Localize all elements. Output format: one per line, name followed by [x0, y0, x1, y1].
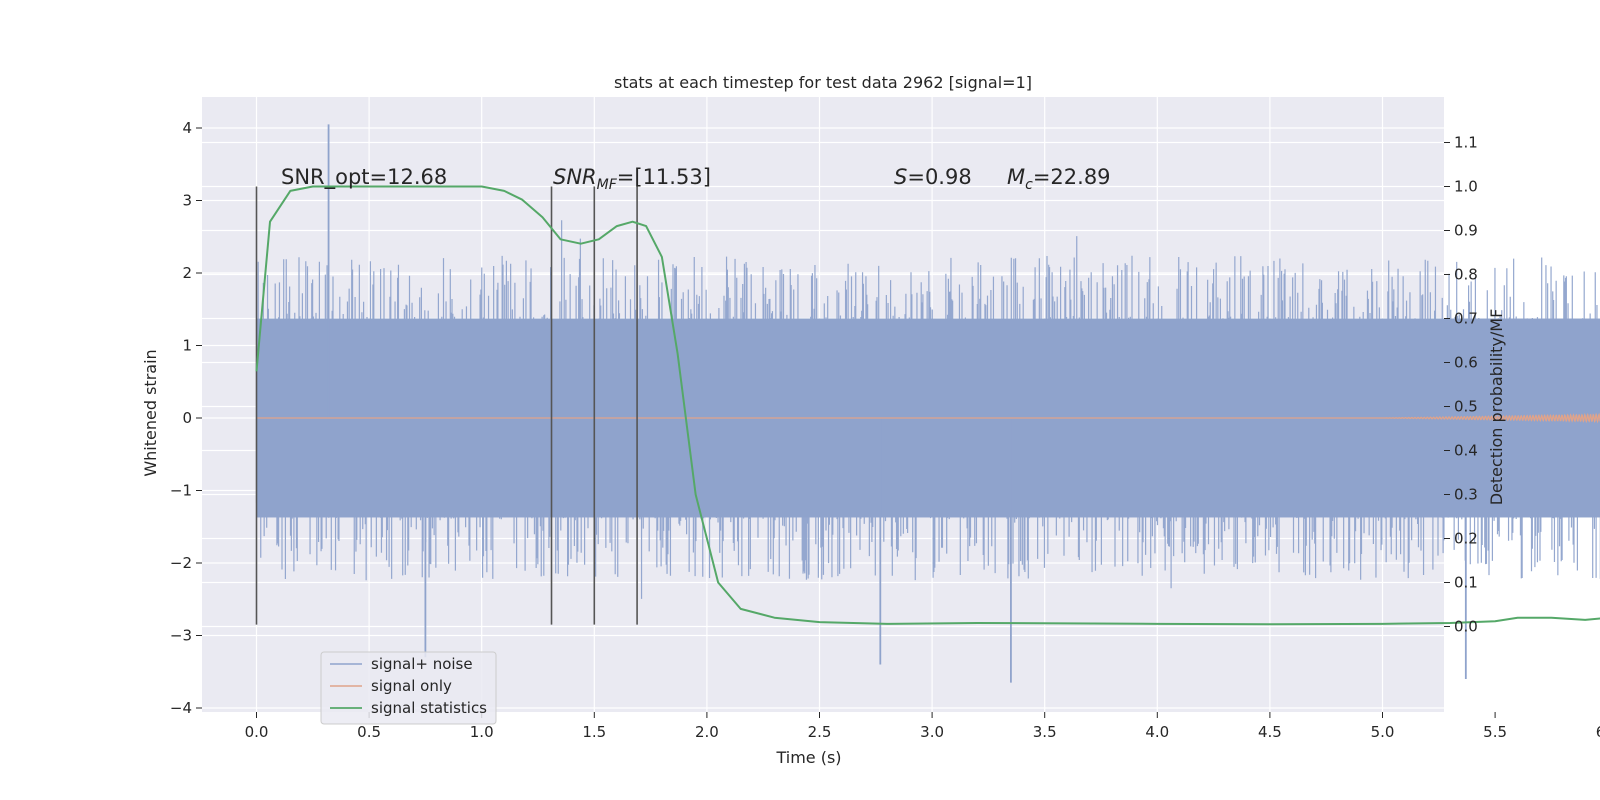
y-tick-label: −3: [170, 627, 192, 645]
mc-subscript: c: [1025, 177, 1033, 193]
x-tick-label: 4.5: [1258, 723, 1282, 741]
snr-mf-label: SNR: [553, 165, 597, 189]
y-tick-label: 3: [182, 192, 192, 210]
y2-tick-label: 0.9: [1454, 222, 1478, 240]
legend: signal+ noise signal only signal statist…: [320, 651, 497, 725]
y2-axis-label: Detection probability/MF: [1487, 309, 1506, 506]
mc-value: =22.89: [1033, 165, 1111, 189]
signal-trace: [256, 412, 1600, 424]
y2-tick-label: 0.4: [1454, 442, 1478, 460]
y2-tick-label: 1.0: [1454, 178, 1478, 196]
s-value: =0.98: [907, 165, 971, 189]
legend-label-noise: signal+ noise: [371, 655, 473, 673]
vertical-markers: [255, 186, 638, 625]
y-tick-label: 2: [182, 264, 192, 282]
x-tick-label: 1.5: [582, 723, 606, 741]
y2-tick-label: 0.7: [1454, 310, 1478, 328]
snr-opt-annotation: SNR_opt=12.68: [281, 165, 447, 190]
mc-annotation: Mc=22.89: [1007, 165, 1111, 193]
stats-trace: [255, 185, 1600, 626]
x-tick-label: 4.0: [1145, 723, 1169, 741]
s-annotation: S=0.98: [894, 165, 972, 189]
y2-tick-label: 1.1: [1454, 134, 1478, 152]
y-tick-label: −4: [170, 699, 192, 717]
signal-only-series: [256, 412, 1600, 424]
x-tick-label: 6.0: [1596, 723, 1600, 741]
y2-tick-label: 0.8: [1454, 266, 1478, 284]
x-tick-label: 3.0: [920, 723, 944, 741]
x-axis-label: Time (s): [775, 748, 841, 767]
x-tick-label: 2.0: [695, 723, 719, 741]
y-tick-label: −1: [170, 482, 192, 500]
x-tick-label: 0.0: [245, 723, 269, 741]
legend-label-signal: signal only: [371, 677, 452, 695]
snr-mf-value: =[11.53]: [617, 165, 711, 189]
y2-tick-label: 0.5: [1454, 398, 1478, 416]
snr-mf-subscript: MF: [597, 177, 618, 193]
x-tick-label: 2.5: [808, 723, 832, 741]
x-tick-label: 5.0: [1371, 723, 1395, 741]
y-tick-label: −2: [170, 554, 192, 572]
snr-mf-annotation: SNRMF=[11.53]: [553, 165, 711, 193]
chart-title: stats at each timestep for test data 296…: [614, 73, 1032, 92]
y-tick-label: 4: [182, 119, 192, 137]
y-axis-ticks: 4 3 2 1 0 −1 −2 −3 −4: [170, 119, 202, 717]
y2-tick-label: 0.3: [1454, 486, 1478, 504]
x-tick-label: 1.0: [470, 723, 494, 741]
y2-tick-label: 0.6: [1454, 354, 1478, 372]
y-tick-label: 1: [182, 337, 192, 355]
signal-statistics-series: [255, 185, 1600, 626]
x-tick-label: 3.5: [1033, 723, 1057, 741]
s-label: S: [894, 165, 907, 189]
x-tick-label: 0.5: [357, 723, 381, 741]
x-tick-label: 5.5: [1483, 723, 1507, 741]
x-axis-ticks: 0.00.51.01.52.02.53.03.54.04.55.05.56.06…: [245, 712, 1600, 741]
legend-label-stats: signal statistics: [371, 699, 487, 717]
y-tick-label: 0: [182, 409, 192, 427]
y2-tick-label: 0.0: [1454, 618, 1478, 636]
legend-box: [320, 651, 497, 725]
y2-tick-label: 0.2: [1454, 530, 1478, 548]
y-axis-label: Whitened strain: [141, 349, 160, 476]
y2-axis-ticks: 1.1 1.0 0.9 0.8 0.7 0.6 0.5 0.4 0.3 0.2 0.1 0.0: [1444, 134, 1478, 636]
y2-tick-label: 0.1: [1454, 574, 1478, 592]
mc-label: M: [1007, 165, 1025, 189]
